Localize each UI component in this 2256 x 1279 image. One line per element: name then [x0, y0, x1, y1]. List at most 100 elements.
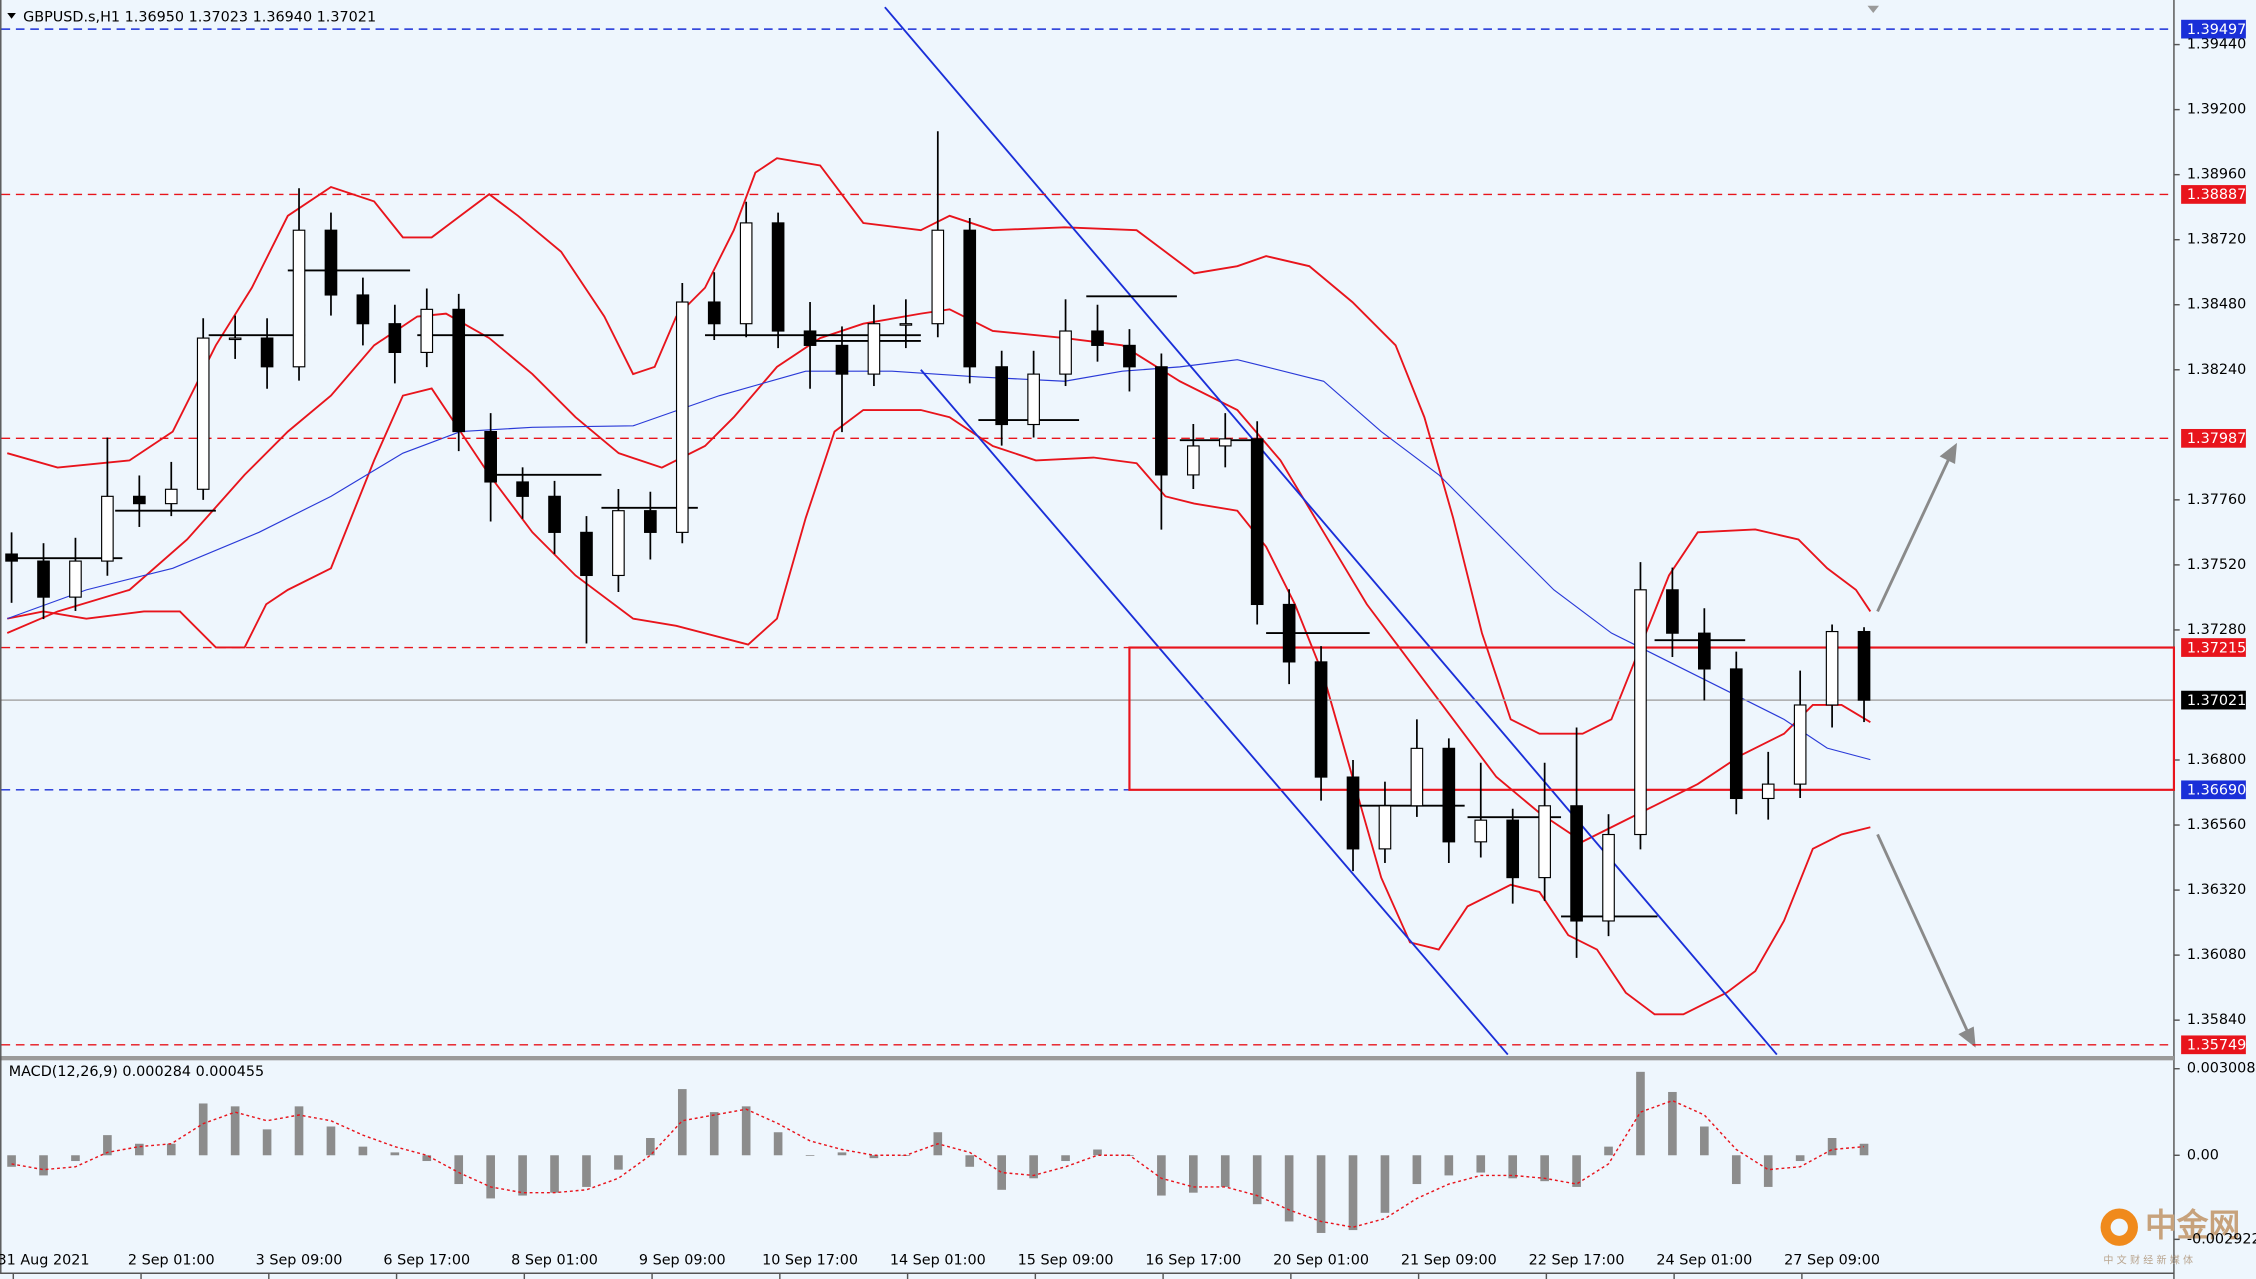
candle-body	[420, 308, 434, 354]
candle-body	[388, 323, 402, 354]
candle-body	[931, 229, 945, 325]
y-tick-label: -0.002922	[2187, 1231, 2256, 1247]
candle-body	[1698, 632, 1711, 670]
candle-body	[899, 323, 913, 326]
candle-body	[1602, 833, 1615, 922]
x-tick-label: 2 Sep 01:00	[128, 1252, 215, 1268]
y-tick-label: 1.36800	[2187, 752, 2246, 768]
arrow-head	[1958, 1026, 1976, 1048]
macd-bar	[294, 1106, 304, 1156]
macd-bar	[1476, 1155, 1486, 1173]
macd-bar	[1316, 1155, 1326, 1233]
candle-body	[1027, 373, 1040, 426]
candle-body	[516, 481, 529, 497]
candle-body	[1761, 783, 1775, 800]
candle-body	[835, 344, 849, 375]
macd-bar	[1763, 1155, 1773, 1187]
x-tick-label: 20 Sep 01:00	[1273, 1252, 1369, 1268]
level-label-box	[2181, 1035, 2246, 1055]
level-label-box	[2181, 638, 2246, 657]
bollinger-upper	[6, 157, 1872, 735]
macd-bar	[805, 1155, 815, 1156]
x-tick-label: 31 Aug 2021	[0, 1252, 90, 1268]
macd-bar	[741, 1106, 751, 1156]
level-label-box	[2181, 19, 2246, 39]
candle-body	[1059, 330, 1072, 375]
macd-bar	[1189, 1155, 1198, 1193]
x-tick-label: 22 Sep 17:00	[1529, 1252, 1625, 1268]
y-tick-label: 1.37760	[2187, 492, 2246, 508]
macd-bar	[390, 1152, 400, 1156]
candle-body	[771, 222, 785, 332]
macd-bar	[1412, 1155, 1422, 1185]
macd-bar	[422, 1155, 432, 1162]
y-tick-label: 1.35840	[2187, 1012, 2246, 1028]
candle-body	[1474, 819, 1488, 843]
menu-triangle	[7, 12, 16, 19]
macd-bar	[677, 1089, 687, 1156]
macd-bar	[709, 1112, 719, 1156]
candle-body	[1314, 661, 1328, 778]
y-tick-label: 1.38720	[2187, 232, 2246, 248]
macd-bar	[230, 1106, 240, 1156]
arrow-up	[1876, 456, 1951, 613]
bollinger-lower	[7, 387, 1871, 1016]
y-tick-label: 1.38240	[2187, 362, 2246, 378]
candle-body	[132, 495, 146, 505]
macd-bar	[166, 1143, 176, 1156]
macd-bar	[103, 1135, 112, 1156]
level-label: 1.39497	[2187, 22, 2246, 38]
candle-body	[1857, 630, 1871, 701]
macd-bar	[1252, 1155, 1262, 1205]
macd-bar	[518, 1155, 527, 1196]
level-label: 1.36690	[2187, 783, 2246, 799]
y-tick-label: 1.38480	[2187, 297, 2246, 313]
macd-bar	[1636, 1071, 1645, 1156]
macd-bar	[1604, 1146, 1613, 1156]
x-tick-label: 27 Sep 09:00	[1784, 1252, 1880, 1268]
candle-body	[69, 560, 82, 598]
candle-body	[1123, 344, 1136, 368]
candle-body	[580, 531, 593, 577]
watermark-brand: 中金网	[2145, 1207, 2240, 1244]
candle-body	[356, 294, 370, 325]
candle-body	[164, 488, 178, 505]
macd-bar	[7, 1155, 16, 1167]
level-label-box	[2181, 428, 2246, 448]
y-tick-label: 1.39200	[2187, 102, 2246, 118]
y-tick-label: 1.36560	[2187, 817, 2246, 833]
y-tick-label: 1.36320	[2187, 882, 2246, 898]
candle-body	[675, 301, 689, 533]
moving-average	[7, 359, 1871, 761]
y-tick-label: 1.39440	[2187, 37, 2246, 53]
arrows	[1876, 442, 1976, 1048]
candle-body	[101, 495, 114, 562]
macd-bar	[1093, 1149, 1102, 1156]
macd-bar	[1029, 1155, 1038, 1179]
macd-bar	[135, 1143, 144, 1156]
macd-bar	[1284, 1155, 1294, 1222]
arrow-head	[1939, 442, 1957, 465]
macd-bar	[358, 1146, 368, 1156]
arrow-down	[1876, 833, 1970, 1034]
candle-body	[1378, 805, 1392, 850]
candle-body	[1825, 630, 1839, 706]
macd-bar	[773, 1132, 783, 1156]
macd-bar	[262, 1129, 272, 1156]
macd-bar	[486, 1155, 495, 1199]
candle-body	[1538, 805, 1551, 879]
candle-body	[707, 301, 721, 325]
candle-body	[324, 229, 338, 296]
candle-body	[196, 337, 210, 490]
macd-bar	[1157, 1155, 1166, 1196]
channel-line	[884, 6, 1778, 1056]
macd-bar	[1508, 1155, 1518, 1179]
candle-body	[1186, 445, 1200, 476]
candle-body	[452, 308, 466, 433]
macd-bar	[550, 1155, 559, 1193]
macd-title: MACD(12,26,9) 0.000284 0.000455	[9, 1064, 265, 1080]
candle-body	[37, 560, 50, 598]
